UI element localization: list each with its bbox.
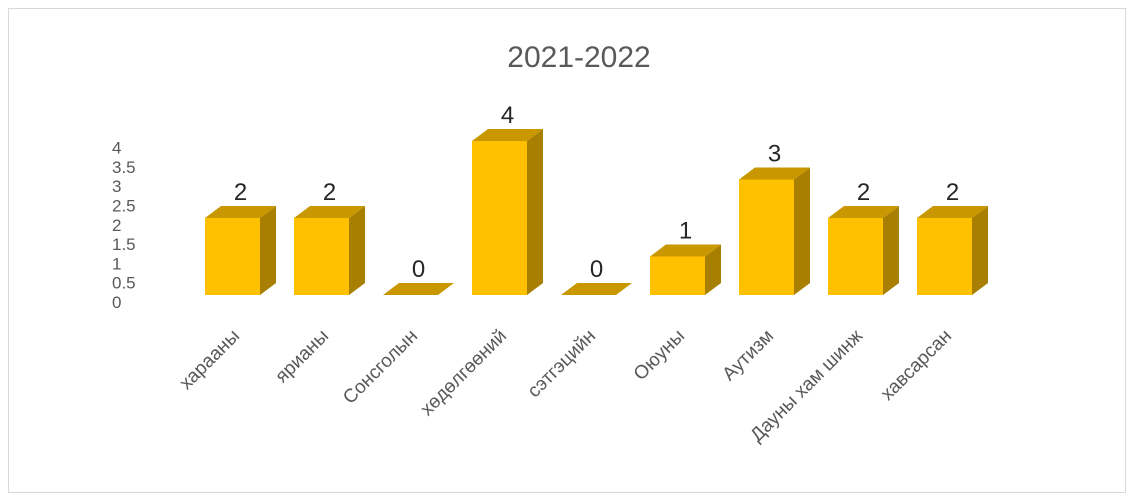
bar bbox=[739, 167, 810, 295]
data-label: 3 bbox=[768, 141, 781, 168]
data-labels: 2 2 0 4 0 1 3 2 2 bbox=[234, 102, 959, 283]
y-tick-label: 3 bbox=[112, 177, 121, 196]
data-label: 2 bbox=[234, 179, 247, 206]
data-label: 0 bbox=[412, 256, 425, 283]
bar-front bbox=[294, 218, 349, 295]
bar-front bbox=[917, 218, 972, 295]
y-tick-label: 3.5 bbox=[112, 158, 136, 177]
bar-front bbox=[472, 141, 527, 295]
y-tick-label: 2.5 bbox=[112, 197, 136, 216]
bar-front bbox=[739, 179, 794, 295]
bar-side bbox=[794, 167, 810, 295]
bar bbox=[205, 206, 276, 295]
data-label: 2 bbox=[946, 179, 959, 206]
data-label: 0 bbox=[590, 256, 603, 283]
bar-top bbox=[828, 206, 899, 218]
x-tick-label: ярианы bbox=[271, 326, 333, 388]
bar-side bbox=[883, 206, 899, 295]
x-tick-label: харааны bbox=[176, 326, 244, 394]
bar-side bbox=[705, 244, 721, 295]
bar-top bbox=[472, 129, 543, 141]
bar-top bbox=[739, 167, 810, 180]
x-tick-label: Сонсголын bbox=[339, 326, 422, 409]
y-tick-label: 1.5 bbox=[112, 235, 136, 254]
bar-side bbox=[260, 206, 276, 295]
bar bbox=[917, 206, 988, 295]
bar-side bbox=[527, 129, 543, 295]
bar bbox=[383, 283, 454, 295]
x-tick-label: сэтгэцийн bbox=[524, 326, 600, 402]
bar-top bbox=[383, 283, 454, 295]
bar bbox=[472, 129, 543, 295]
chart-title: 2021-2022 bbox=[507, 41, 650, 74]
bar bbox=[650, 244, 721, 295]
bar bbox=[561, 283, 632, 295]
bar-front bbox=[650, 256, 705, 295]
bar-top bbox=[650, 244, 721, 257]
y-tick-label: 1 bbox=[112, 254, 121, 273]
bar bbox=[828, 206, 899, 295]
bars bbox=[205, 129, 988, 295]
x-tick-label: хавсарсан bbox=[877, 326, 956, 405]
data-label: 4 bbox=[501, 102, 514, 129]
y-tick-label: 4 bbox=[112, 139, 121, 158]
bar-front bbox=[828, 218, 883, 295]
bar-front bbox=[205, 218, 260, 295]
x-tick-label: Аутизм bbox=[719, 326, 778, 385]
y-tick-label: 2 bbox=[112, 216, 121, 235]
bar-top bbox=[561, 283, 632, 295]
y-tick-label: 0 bbox=[112, 293, 121, 312]
bar-side bbox=[349, 206, 365, 295]
bar-top bbox=[205, 206, 276, 218]
x-tick-label: хөдөлгөөний bbox=[417, 326, 511, 420]
bar bbox=[294, 206, 365, 295]
data-label: 2 bbox=[857, 179, 870, 206]
x-tick-label: Оюуны bbox=[630, 326, 689, 385]
data-label: 1 bbox=[679, 218, 692, 245]
bar-side bbox=[972, 206, 988, 295]
data-label: 2 bbox=[323, 179, 336, 206]
bar-top bbox=[917, 206, 988, 218]
y-tick-label: 0.5 bbox=[112, 274, 136, 293]
bar-top bbox=[294, 206, 365, 218]
y-axis-ticks: 00.511.522.533.54 bbox=[112, 139, 136, 312]
